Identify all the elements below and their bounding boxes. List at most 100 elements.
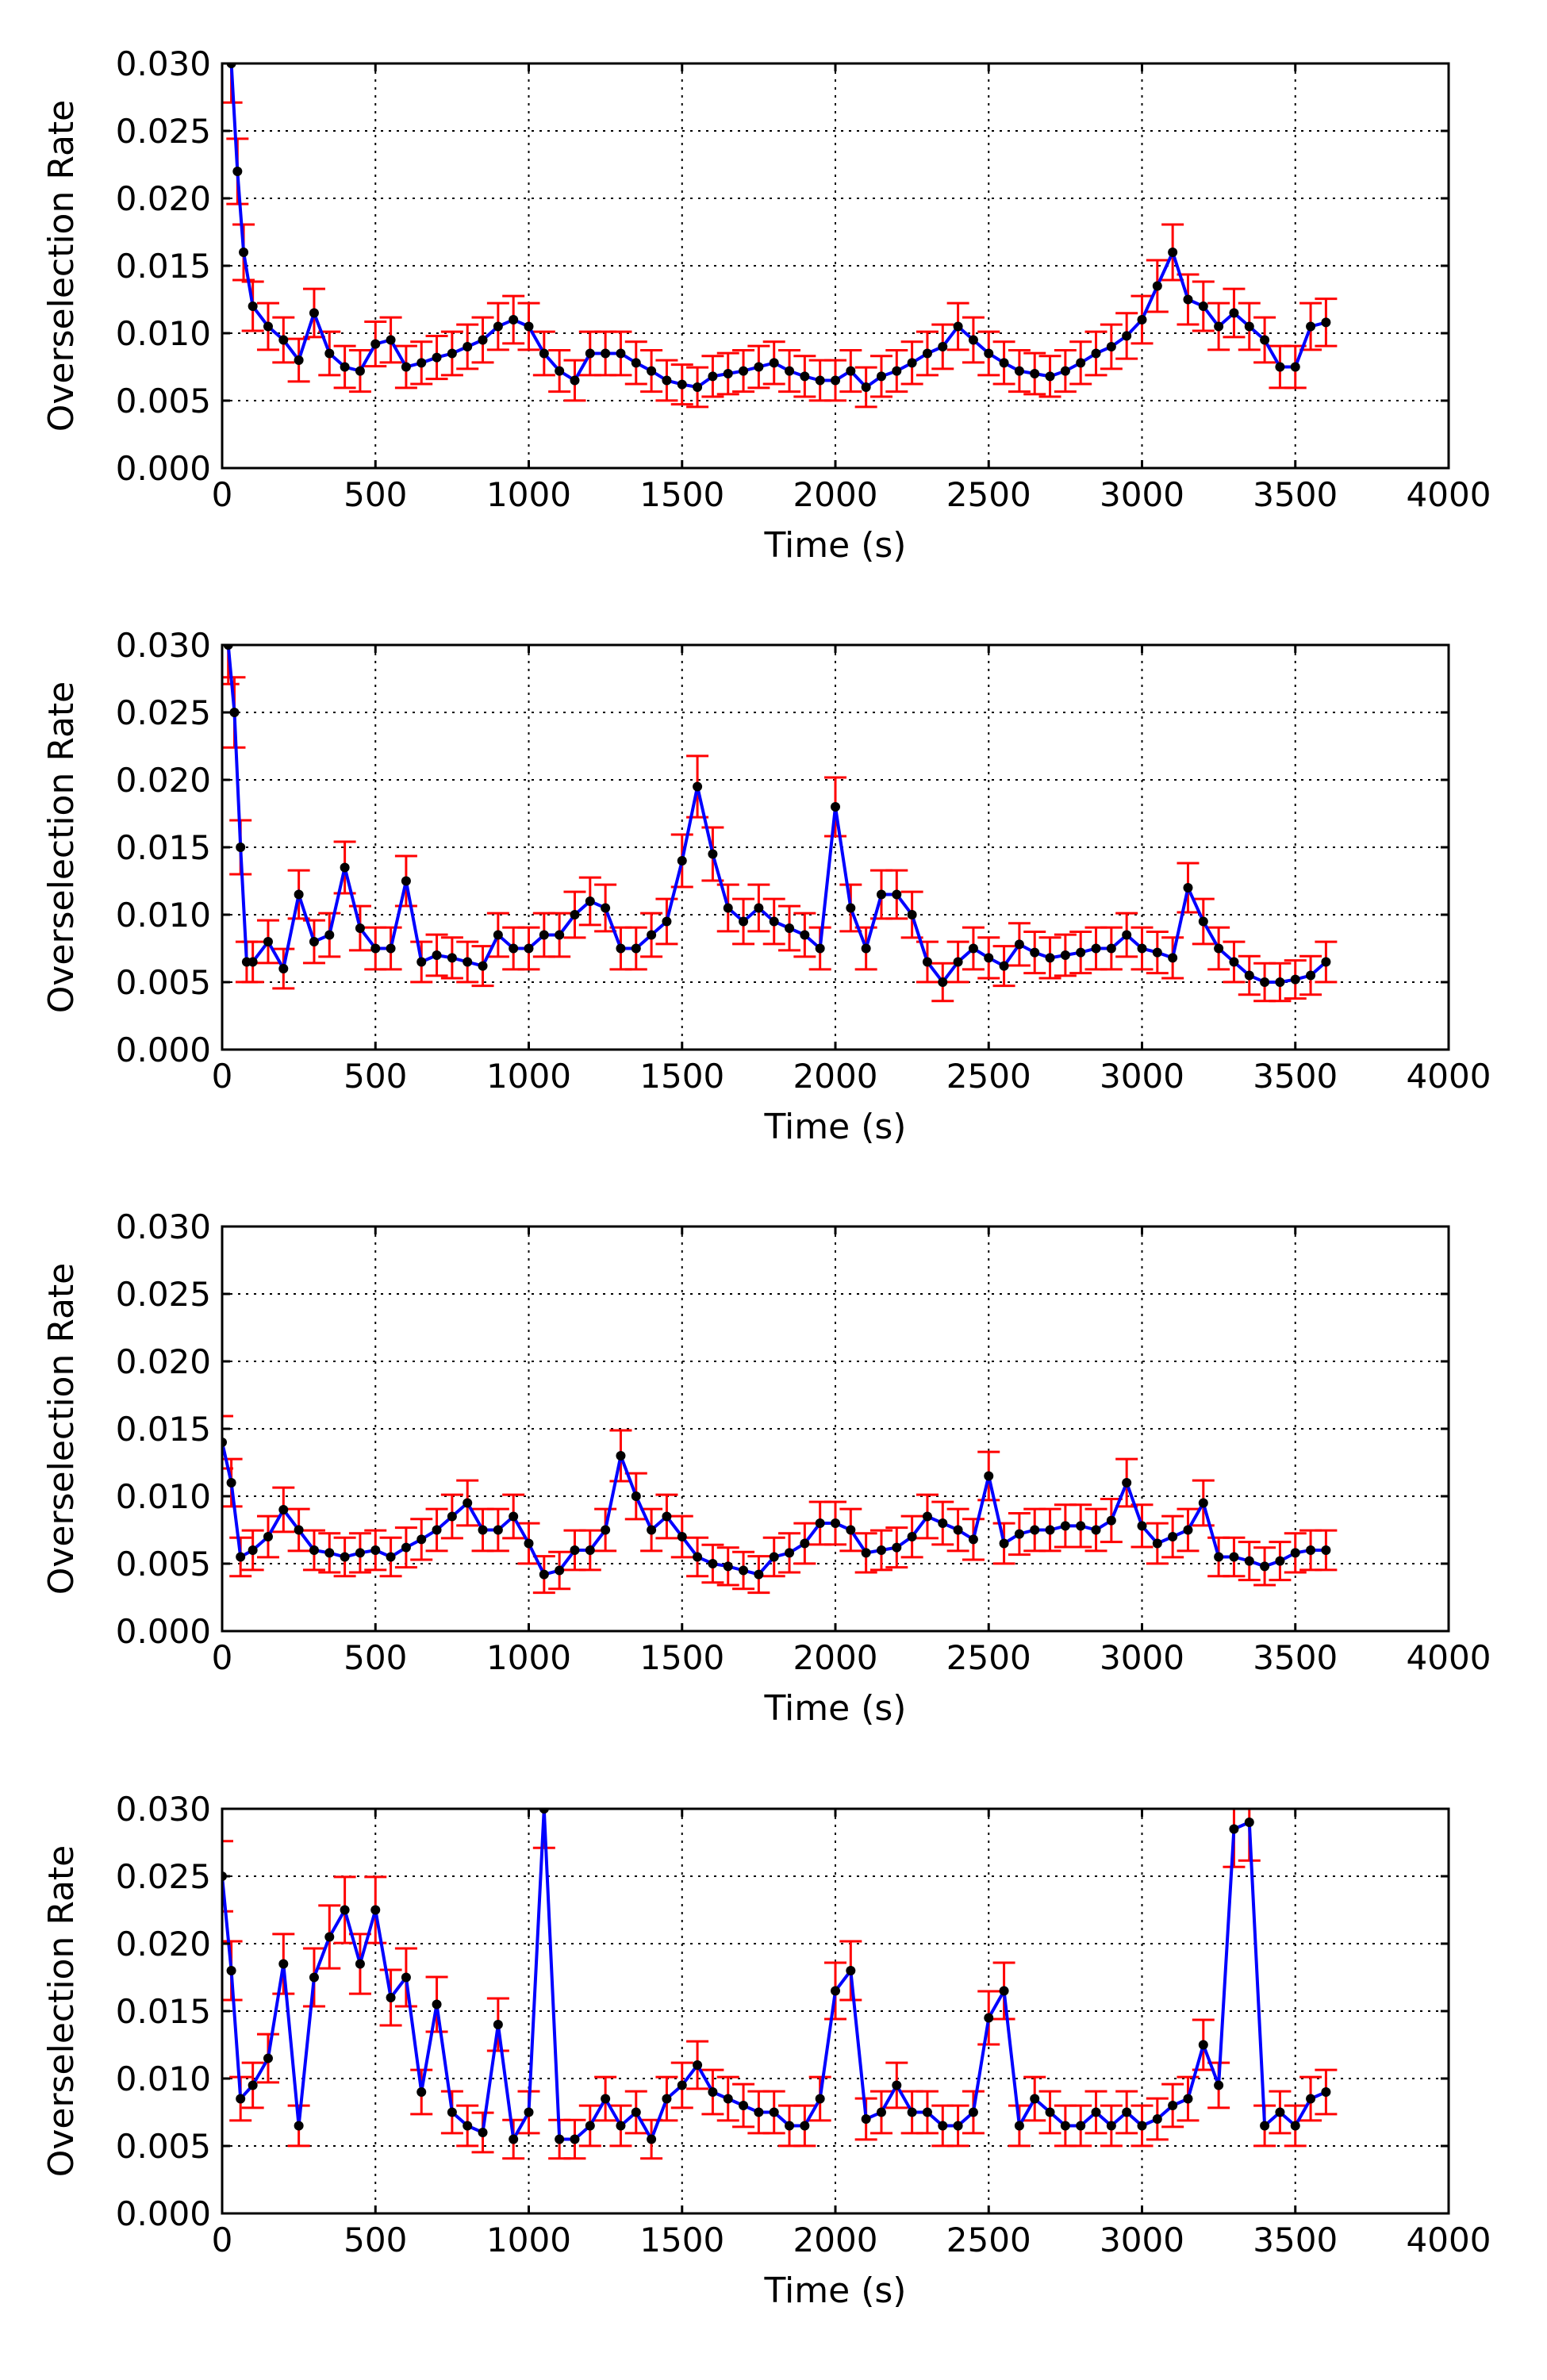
data-point: [800, 371, 810, 382]
data-point: [922, 348, 932, 359]
data-point: [1275, 2107, 1285, 2117]
data-point: [616, 1451, 626, 1461]
data-point: [229, 708, 240, 717]
data-point: [1076, 1521, 1086, 1531]
data-point: [631, 358, 641, 368]
data-point: [416, 2087, 427, 2097]
data-point: [1152, 281, 1162, 291]
data-point: [555, 2134, 565, 2144]
data-point: [693, 382, 703, 392]
data-point: [1321, 957, 1331, 967]
data-point: [278, 1959, 289, 1969]
data-point: [907, 1532, 917, 1541]
data-point: [355, 923, 365, 933]
y-tick-label: 0.000: [116, 449, 211, 488]
data-point: [815, 375, 825, 386]
data-point: [953, 957, 963, 967]
x-tick-label: 1500: [639, 1638, 724, 1677]
data-point: [236, 843, 246, 852]
data-point: [953, 321, 963, 332]
data-point: [493, 1525, 503, 1535]
x-tick-label: 3000: [1100, 2221, 1184, 2259]
data-point: [355, 1548, 365, 1558]
data-point: [1260, 977, 1270, 987]
data-point: [1168, 248, 1178, 257]
data-point: [1137, 943, 1147, 954]
x-tick-label: 3000: [1100, 475, 1184, 514]
data-point: [386, 1993, 396, 2002]
data-point: [1106, 943, 1116, 954]
data-point: [1045, 371, 1055, 382]
data-point: [1014, 939, 1024, 950]
data-point: [1260, 1561, 1270, 1572]
data-point: [232, 167, 243, 176]
data-point: [1152, 2114, 1162, 2124]
x-tick-label: 2500: [946, 2221, 1031, 2259]
data-point: [355, 1959, 365, 1969]
data-point: [324, 348, 335, 359]
data-point: [294, 355, 304, 365]
data-point: [478, 1525, 488, 1535]
data-point: [785, 923, 795, 933]
x-tick-label: 4000: [1407, 2221, 1491, 2259]
data-point: [1290, 362, 1300, 372]
x-tick-label: 0: [212, 2221, 233, 2259]
data-point: [1106, 1515, 1116, 1526]
x-tick-label: 4000: [1407, 1638, 1491, 1677]
data-point: [1014, 2121, 1024, 2131]
y-tick-label: 0.015: [116, 1410, 211, 1449]
data-point: [1137, 1521, 1147, 1531]
data-point: [401, 1542, 411, 1553]
data-point: [754, 362, 764, 372]
data-point: [401, 876, 411, 886]
data-point: [432, 1999, 442, 2010]
y-axis-label: Overselection Rate: [41, 100, 82, 432]
data-point: [953, 1525, 963, 1535]
data-point: [524, 1538, 534, 1549]
y-tick-label: 0.030: [116, 1790, 211, 1829]
x-tick-label: 1000: [486, 1638, 571, 1677]
data-point: [585, 348, 595, 359]
data-point: [601, 903, 611, 913]
data-point: [478, 961, 488, 971]
data-point: [1183, 1525, 1193, 1535]
data-point: [892, 2080, 902, 2090]
data-point: [309, 1545, 319, 1555]
data-point: [278, 1505, 289, 1514]
data-point: [631, 2107, 641, 2117]
data-point: [1306, 1545, 1316, 1555]
x-axis-label: Time (s): [764, 525, 907, 566]
data-point: [677, 2080, 687, 2090]
data-point: [815, 943, 825, 954]
data-point: [248, 301, 258, 311]
data-point: [1106, 342, 1116, 351]
data-point: [693, 2060, 703, 2070]
data-point: [1321, 317, 1331, 328]
y-tick-label: 0.020: [116, 761, 211, 800]
y-axis-label: Overselection Rate: [41, 1845, 82, 2177]
data-point: [1122, 331, 1132, 341]
x-tick-label: 500: [344, 475, 407, 514]
x-tick-label: 2500: [946, 1638, 1031, 1677]
x-tick-label: 500: [344, 2221, 407, 2259]
data-point: [524, 2107, 534, 2117]
y-tick-label: 0.005: [116, 2127, 211, 2166]
data-point: [1275, 362, 1285, 372]
x-tick-label: 1500: [639, 1057, 724, 1096]
data-point: [1214, 321, 1224, 332]
data-point: [723, 903, 733, 913]
data-point: [1014, 366, 1024, 376]
data-point: [524, 321, 534, 332]
data-point: [340, 862, 350, 873]
data-point: [815, 1518, 825, 1528]
data-point: [226, 1966, 236, 1975]
data-point: [263, 1532, 273, 1541]
data-point: [1214, 943, 1224, 954]
data-point: [432, 1525, 442, 1535]
y-tick-label: 0.010: [116, 2059, 211, 2098]
data-point: [1060, 2121, 1070, 2131]
y-tick-label: 0.030: [116, 44, 211, 83]
y-tick-label: 0.020: [116, 1925, 211, 1964]
data-point: [1198, 2040, 1208, 2050]
data-point: [386, 1552, 396, 1562]
